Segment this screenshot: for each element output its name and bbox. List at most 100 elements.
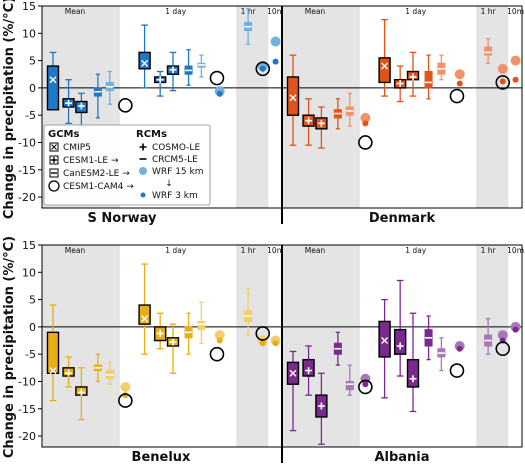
- cesm1-cam4-circle: [449, 363, 465, 378]
- group-label: 10m: [507, 7, 524, 16]
- y-tick-label: 15: [22, 239, 36, 252]
- box-plot: [315, 106, 328, 149]
- box-plot: [333, 331, 342, 366]
- wrf-3km-dot: [272, 340, 279, 347]
- group-label: Mean: [65, 246, 86, 255]
- box: [484, 46, 493, 56]
- median-plus-marker: [396, 80, 404, 88]
- box-plot: [184, 312, 193, 355]
- median-plus-marker: [317, 119, 325, 127]
- box: [378, 320, 391, 358]
- group-shade: [476, 245, 509, 447]
- box-plot: [406, 51, 420, 97]
- wrf-15km-dot: [497, 330, 508, 341]
- median-plus-marker: [156, 329, 164, 337]
- box-plot: [197, 301, 206, 344]
- wrf-3km-dot: [362, 381, 369, 388]
- box-plot: [153, 70, 167, 97]
- box-plot: [197, 54, 206, 78]
- panel-benelux: Mean 1 day 1 hr 10m 15 10 5 0 -5 -10 -15 -20 Benelux: [18, 239, 284, 465]
- median-plus-marker: [317, 402, 325, 410]
- group-label: 1 day: [405, 246, 427, 255]
- legend-plus-marker: [51, 157, 57, 163]
- box-plot: [393, 65, 407, 103]
- panel-albania: Mean 1 day 1 hr 10m Albania: [282, 245, 524, 465]
- group-label: Mean: [305, 7, 326, 16]
- legend-rcm-label: CRCM5-LE: [152, 155, 198, 165]
- median-x-marker: [141, 59, 149, 67]
- wrf-15km-dot: [214, 330, 225, 341]
- box-plot: [105, 70, 114, 105]
- box-plot: [93, 73, 102, 119]
- y-tick-label: -15: [18, 403, 36, 416]
- box-plot: [286, 350, 300, 432]
- box-plot: [406, 312, 420, 413]
- box-plot: [166, 51, 180, 92]
- box-plot: [424, 315, 433, 361]
- box: [138, 304, 151, 325]
- box: [286, 76, 300, 116]
- box-plot: [437, 337, 446, 372]
- legend-gcm-label: CESM1-LE →: [63, 156, 119, 166]
- panel-title: S Norway: [88, 211, 157, 226]
- box-plot: [345, 364, 354, 396]
- box: [378, 57, 391, 84]
- legend-x-marker: [51, 144, 57, 150]
- cesm1-cam4-circle: [209, 346, 225, 362]
- box-plot: [345, 92, 354, 127]
- group-label: Mean: [65, 7, 86, 16]
- cesm1-cam4-circle: [255, 61, 271, 77]
- wrf-3km-dot: [512, 76, 519, 83]
- wrf-3km-dot: [216, 90, 223, 97]
- cesm1-cam4-circle: [495, 341, 511, 357]
- median-x-marker: [141, 315, 149, 323]
- cesm1-cam4-circle: [449, 88, 465, 104]
- box-plot: [244, 8, 253, 45]
- legend-rcm-label: WRF 3 km: [152, 191, 198, 201]
- y-axis-label-bottom: Change in precipitation (%/°C): [2, 236, 17, 458]
- y-axis-label-top: Change in precipitation (%/°C): [2, 0, 17, 219]
- group-label: 1 day: [165, 7, 187, 16]
- legend-rcm-small-dot: [140, 192, 146, 198]
- median-x-marker: [289, 369, 297, 377]
- box-plot: [484, 318, 493, 355]
- box: [406, 358, 420, 388]
- median-x-marker: [289, 94, 297, 102]
- median-plus-marker: [169, 66, 177, 74]
- panel-title: Benelux: [132, 450, 192, 465]
- box-plot: [62, 79, 75, 125]
- box-plot: [105, 361, 114, 385]
- box-plot: [286, 54, 300, 146]
- median-plus-marker: [396, 342, 404, 350]
- box: [424, 71, 433, 89]
- y-tick-label: -20: [18, 191, 36, 204]
- legend-gcm-title: GCMs: [48, 129, 79, 140]
- group-label: 1 hr: [241, 246, 257, 255]
- cesm1-cam4-circle: [358, 135, 373, 150]
- box-plot: [378, 18, 391, 97]
- box-plot: [484, 38, 493, 64]
- group-shade: [476, 6, 509, 208]
- wrf-15km-dot: [360, 112, 371, 123]
- median-plus-marker: [77, 102, 85, 110]
- wrf-3km-dot: [259, 65, 266, 72]
- group-label: Mean: [305, 246, 326, 255]
- median-x-marker: [381, 337, 389, 345]
- box-plot: [302, 345, 315, 396]
- box-plot: [184, 49, 193, 86]
- box-plot: [93, 353, 102, 383]
- box-plot: [315, 372, 328, 445]
- y-tick-label: 5: [29, 55, 36, 68]
- median-x-marker: [381, 62, 389, 70]
- cesm1-cam4-circle: [118, 393, 133, 408]
- panel-denmark: Mean 1 day 1 hr 10m Denmark: [282, 6, 524, 226]
- wrf-3km-dot: [272, 58, 279, 65]
- box: [393, 328, 407, 355]
- wrf-3km-dot: [512, 326, 519, 333]
- legend-gcm-label: CanESM2-LE →: [63, 169, 130, 179]
- panel-title: Albania: [374, 450, 429, 465]
- legend: GCMs RCMs CMIP5 CESM1-LE → CanESM2-LE → CESM1…: [43, 124, 211, 206]
- box-plot: [302, 98, 315, 146]
- y-tick-label: -5: [25, 348, 36, 361]
